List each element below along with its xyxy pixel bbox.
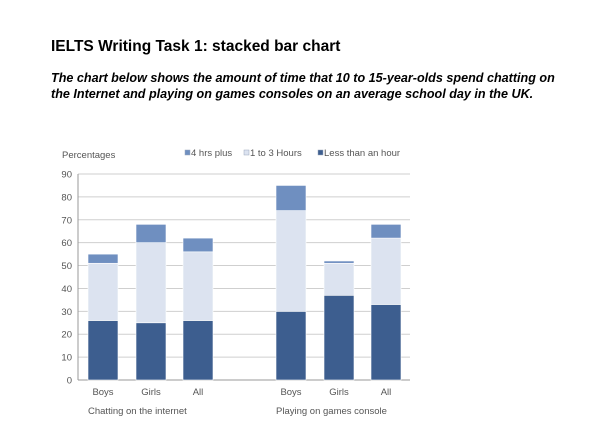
legend-swatch [317,149,324,156]
legend-swatch [184,149,191,156]
y-tick-label: 20 [61,330,72,341]
y-tick-label: 80 [61,192,72,203]
bar-segment [275,185,307,211]
bar-segment [135,224,167,243]
x-tick-label: Boys [280,387,301,398]
bar-segment [87,262,119,321]
bar-segment [370,224,402,239]
bar-segment [135,242,167,324]
task-description: The chart below shows the amount of time… [51,71,555,101]
y-tick-label: 60 [61,238,72,249]
gridlines [77,173,410,381]
y-axis-title: Percentages [62,150,116,161]
bar-segment [370,304,402,381]
y-tick-label: 90 [61,170,72,181]
bars [87,185,402,381]
legend-label: Less than an hour [324,148,400,159]
y-tick-label: 70 [61,215,72,226]
bar-segment [323,260,355,264]
x-tick-label: All [193,387,204,398]
bar-segment [135,322,167,381]
legend-label: 1 to 3 Hours [250,148,302,159]
y-tick-label: 50 [61,261,72,272]
bar-segment [275,210,307,312]
bar-segment [182,320,214,381]
chart-heading: IELTS Writing Task 1: stacked bar chart [51,38,341,55]
legend: 4 hrs plus 1 to 3 Hours Less than an hour [184,148,400,159]
bar-segment [323,262,355,296]
y-tick-label: 0 [67,376,72,387]
y-axis-ticks: 0 10 20 30 40 50 60 70 80 90 [61,170,72,387]
x-tick-label: All [381,387,392,398]
bar-segment [275,311,307,381]
y-tick-label: 10 [61,353,72,364]
group-labels: Chatting on the internet Playing on games… [88,406,387,417]
bar-segment [87,320,119,381]
bar-segment [323,295,355,381]
y-tick-label: 40 [61,284,72,295]
bar-segment [87,253,119,264]
x-tick-label: Girls [329,387,349,398]
bar-segment [182,251,214,321]
x-tick-label: Girls [141,387,161,398]
bar-segment [182,237,214,253]
y-tick-label: 30 [61,307,72,318]
group-label: Playing on games console [276,406,387,417]
legend-label: 4 hrs plus [191,148,232,159]
bar-segment [370,237,402,305]
group-label: Chatting on the internet [88,406,187,417]
x-tick-label: Boys [92,387,113,398]
x-axis-ticks: Boys Girls All Boys Girls All [92,387,391,398]
legend-swatch [243,149,250,156]
